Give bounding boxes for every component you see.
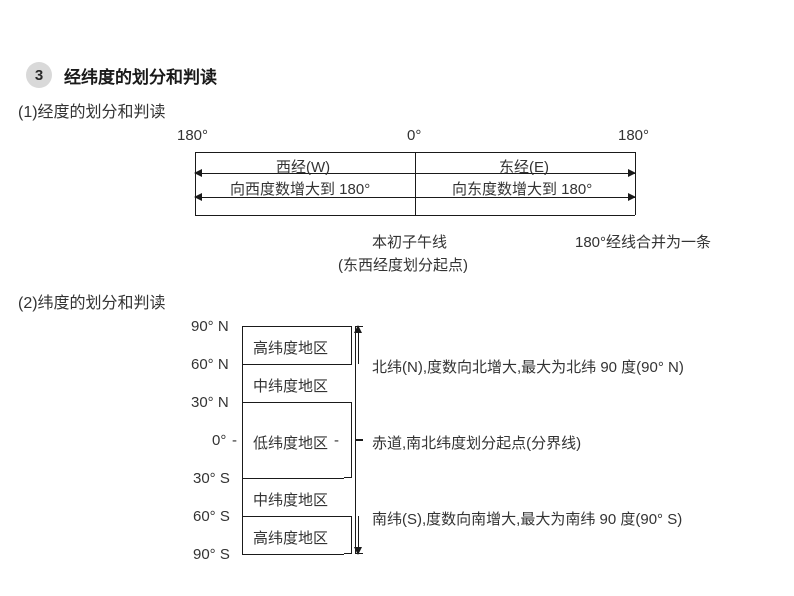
section-number-badge: 3 xyxy=(26,62,52,88)
lat-bracket-eq xyxy=(344,402,352,478)
lat-bracket-s xyxy=(355,440,363,554)
lng-east-label: 东经(E) xyxy=(499,156,549,177)
lng-tick-right xyxy=(635,152,636,215)
lng-tick-center xyxy=(415,152,416,215)
lng-center-deg: 0° xyxy=(407,127,421,144)
section-title: 经纬度的划分和判读 xyxy=(64,63,217,88)
section-header: 3 经纬度的划分和判读 xyxy=(26,62,217,88)
lat-tick-60s xyxy=(242,516,344,517)
lat-bracket-s-bot xyxy=(344,516,352,554)
lat-bracket-n-top xyxy=(344,326,352,365)
lat-north-desc: 北纬(N),度数向北增大,最大为北纬 90 度(90° N) xyxy=(372,356,684,377)
lat-lbl-60s: 60° S xyxy=(193,508,230,525)
lat-bracket-n xyxy=(355,326,363,440)
lat-arrow-s xyxy=(358,516,359,554)
lat-lbl-30s: 30° S xyxy=(193,470,230,487)
lat-zone-high-s: 高纬度地区 xyxy=(253,527,328,548)
lat-lbl-90n: 90° N xyxy=(191,318,229,335)
lat-tick-30n xyxy=(242,402,344,403)
lng-right-deg: 180° xyxy=(618,127,649,144)
latitude-subtitle: (2)纬度的划分和判读 xyxy=(18,289,166,313)
lat-zone-high-n: 高纬度地区 xyxy=(253,337,328,358)
lat-zone-mid-s: 中纬度地区 xyxy=(253,489,328,510)
lng-west-label: 西经(W) xyxy=(276,156,330,177)
lat-tick-90n xyxy=(242,326,344,327)
lng-line-bottom xyxy=(195,215,635,216)
lat-lbl-eq: 0° xyxy=(212,432,226,449)
lat-lbl-90s: 90° S xyxy=(193,546,230,563)
lat-dash-r: - xyxy=(334,432,339,449)
meridian-desc: (东西经度划分起点) xyxy=(338,254,468,275)
lng-tick-left xyxy=(195,152,196,215)
lng-east-desc: 向东度数增大到 180° xyxy=(452,178,592,199)
lat-tick-30s xyxy=(242,478,344,479)
lat-zone-mid-n: 中纬度地区 xyxy=(253,375,328,396)
lat-eq-desc: 赤道,南北纬度划分起点(分界线) xyxy=(372,432,581,453)
lat-tick-90s xyxy=(242,554,344,555)
lat-tick-60n xyxy=(242,364,344,365)
meridian-label: 本初子午线 xyxy=(372,231,447,252)
lat-lbl-30n: 30° N xyxy=(191,394,229,411)
longitude-subtitle: (1)经度的划分和判读 xyxy=(18,98,166,122)
lng-west-desc: 向西度数增大到 180° xyxy=(230,178,370,199)
lat-lbl-60n: 60° N xyxy=(191,356,229,373)
lat-axis xyxy=(242,326,243,554)
lat-zone-low: 低纬度地区 xyxy=(253,432,328,453)
lat-south-desc: 南纬(S),度数向南增大,最大为南纬 90 度(90° S) xyxy=(372,508,682,529)
lat-dash-l: - xyxy=(232,432,237,449)
meridian-180: 180°经线合并为一条 xyxy=(575,231,711,252)
lng-left-deg: 180° xyxy=(177,127,208,144)
